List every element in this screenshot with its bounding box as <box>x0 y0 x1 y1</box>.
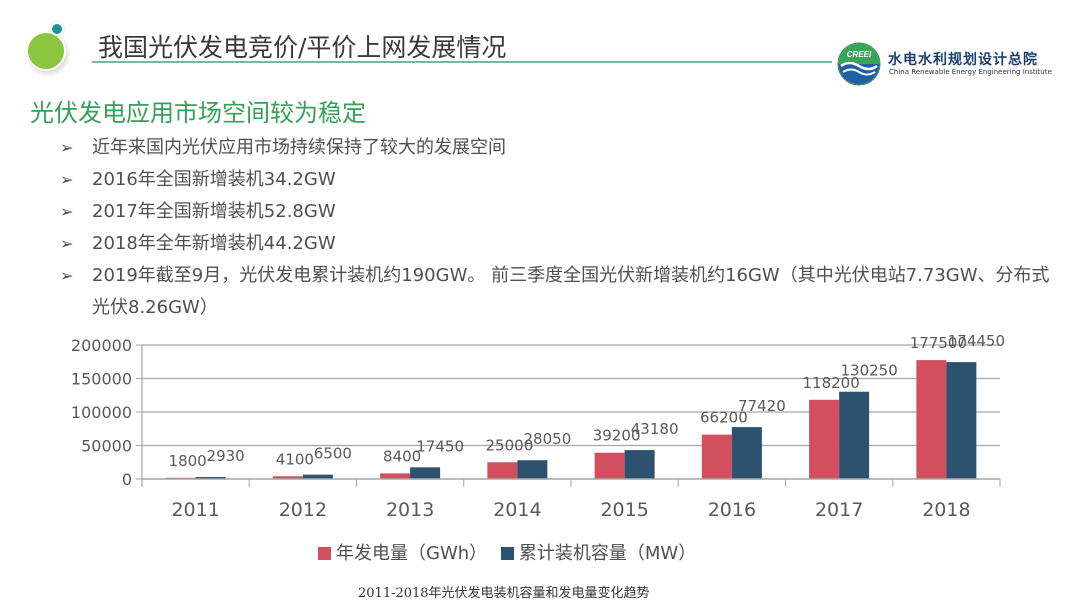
bullet-item: ➢ 2018年全年新增装机44.2GW <box>60 228 1050 260</box>
bar-generation-2016 <box>701 434 732 479</box>
data-label-capacity-2015: 43180 <box>631 420 679 438</box>
bar-capacity-2018 <box>946 362 977 479</box>
bar-generation-2012 <box>272 476 303 479</box>
data-label-generation-2015: 39200 <box>593 427 641 445</box>
org-logo-text: CREEI <box>847 50 872 59</box>
org-name-english: China Renewable Energy Engineering Insti… <box>889 68 1052 76</box>
x-tick-label: 2016 <box>708 499 756 521</box>
x-tick-label: 2018 <box>922 499 970 521</box>
data-label-generation-2013: 8400 <box>383 447 421 465</box>
bullet-item: ➢ 近年来国内光伏应用市场持续保持了较大的发展空间 <box>60 132 1050 164</box>
arrow-bullet-icon: ➢ <box>60 170 74 189</box>
arrow-bullet-icon: ➢ <box>60 138 74 157</box>
bullet-list: ➢ 近年来国内光伏应用市场持续保持了较大的发展空间 ➢ 2016年全国新增装机3… <box>60 132 1050 324</box>
org-name: 水电水利规划设计总院 <box>888 52 1038 68</box>
x-tick-label: 2015 <box>600 499 648 521</box>
bullet-text: 近年来国内光伏应用市场持续保持了较大的发展空间 <box>92 137 506 158</box>
data-label-generation-2018: 177500 <box>910 334 967 352</box>
bullet-item: ➢ 2019年截至9月，光伏发电累计装机约190GW。 前三季度全国光伏新增装机… <box>60 260 1050 324</box>
bullet-text: 2016年全国新增装机34.2GW <box>92 169 336 190</box>
data-label-capacity-2018: 174450 <box>948 332 1005 350</box>
section-subtitle: 光伏发电应用市场空间较为稳定 <box>30 99 366 127</box>
bullet-text: 2019年截至9月，光伏发电累计装机约190GW。 前三季度全国光伏新增装机约1… <box>92 265 1050 318</box>
bar-chart: 0 50000 100000 150000 200000 1800 2930 4100 650… <box>71 332 1005 521</box>
bar-capacity-2017 <box>839 391 870 479</box>
bar-capacity-2015 <box>624 450 655 479</box>
data-label-capacity-2013: 17450 <box>416 437 464 455</box>
title-divider <box>92 61 832 63</box>
data-label-capacity-2017: 130250 <box>840 362 897 380</box>
y-tick-label: 150000 <box>71 370 132 389</box>
bullet-item: ➢ 2016年全国新增装机34.2GW <box>60 164 1050 196</box>
chart-bars <box>165 360 977 479</box>
legend-label-generation: 年发电量（GWh） <box>336 543 488 564</box>
legend-item-capacity: 累计装机容量（MW） <box>500 543 697 564</box>
bar-capacity-2016 <box>731 427 762 479</box>
bar-capacity-2012 <box>302 474 333 479</box>
slide-title: 我国光伏发电竞价/平价上网发展情况 <box>98 33 507 62</box>
legend-swatch-generation <box>318 547 331 560</box>
x-tick-label: 2011 <box>171 499 219 521</box>
chart-legend: 年发电量（GWh） 累计装机容量（MW） <box>318 539 704 565</box>
arrow-bullet-icon: ➢ <box>60 202 74 221</box>
decorative-teal-dot-icon <box>50 22 64 36</box>
decorative-green-dot-icon <box>26 31 66 71</box>
data-label-capacity-2011: 2930 <box>207 447 245 465</box>
x-tick-label: 2012 <box>279 499 327 521</box>
bar-capacity-2014 <box>517 460 548 479</box>
data-label-generation-2011: 1800 <box>169 452 207 470</box>
bullet-text: 2018年全年新增装机44.2GW <box>92 233 336 254</box>
bar-generation-2015 <box>594 452 625 479</box>
legend-item-generation: 年发电量（GWh） <box>318 543 493 564</box>
arrow-bullet-icon: ➢ <box>60 266 74 285</box>
bar-generation-2017 <box>809 399 840 479</box>
creei-logo-icon: CREEI <box>837 42 881 86</box>
data-label-capacity-2016: 77420 <box>738 397 786 415</box>
y-tick-label: 100000 <box>71 403 132 422</box>
bar-capacity-2013 <box>410 467 441 479</box>
data-label-generation-2014: 25000 <box>486 436 534 454</box>
x-tick-label: 2014 <box>493 499 541 521</box>
y-axis: 0 50000 100000 150000 200000 <box>71 336 143 489</box>
x-axis: 2011 2012 2013 2014 2015 2016 2017 2018 <box>141 478 1001 521</box>
bar-capacity-2011 <box>195 477 226 479</box>
data-label-generation-2016: 66200 <box>700 409 748 427</box>
y-tick-label: 50000 <box>81 437 132 456</box>
bullet-text: 2017年全国新增装机52.8GW <box>92 201 336 222</box>
bullet-item: ➢ 2017年全国新增装机52.8GW <box>60 196 1050 228</box>
y-tick-label: 200000 <box>71 336 132 355</box>
data-label-capacity-2012: 6500 <box>314 445 352 463</box>
arrow-bullet-icon: ➢ <box>60 234 74 253</box>
legend-swatch-capacity <box>500 547 514 560</box>
legend-label-capacity: 累计装机容量（MW） <box>518 543 697 564</box>
y-tick-label: 0 <box>122 470 132 489</box>
data-label-generation-2017: 118200 <box>802 374 859 392</box>
bar-generation-2013 <box>380 473 411 479</box>
x-tick-label: 2013 <box>386 499 434 521</box>
data-label-generation-2012: 4100 <box>276 450 314 468</box>
data-label-capacity-2014: 28050 <box>524 430 572 448</box>
bar-generation-2014 <box>487 462 518 479</box>
x-tick-label: 2017 <box>815 499 863 521</box>
chart-caption: 2011-2018年光伏发电装机容量和发电量变化趋势 <box>358 586 650 601</box>
bar-generation-2018 <box>916 360 947 479</box>
